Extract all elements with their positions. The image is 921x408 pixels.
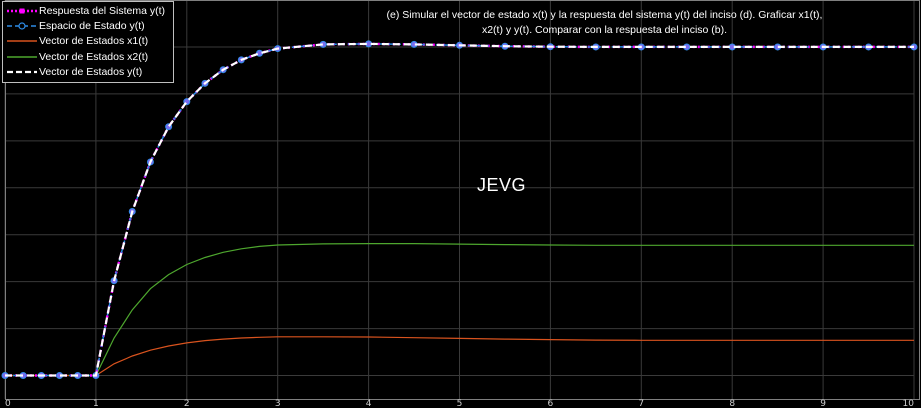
legend-swatch: [7, 40, 37, 43]
legend-swatch: [7, 22, 37, 30]
legend-item: Espacio de Estado y(t): [3, 18, 173, 33]
legend-label: Vector de Estados x2(t): [39, 50, 149, 63]
legend-label: Respuesta del Sistema y(t): [39, 4, 166, 17]
annotation-line-1: (e) Simular el vector de estado x(t) y l…: [386, 9, 823, 21]
series-4: [5, 42, 914, 377]
x-tick-label: 5: [457, 399, 463, 408]
legend-swatch: [7, 71, 37, 74]
legend: Respuesta del Sistema y(t) Espacio de Est…: [2, 1, 174, 83]
legend-label: Vector de Estados x1(t): [39, 35, 149, 48]
legend-item: Vector de Estados x2(t): [3, 49, 173, 64]
x-tick-label: 9: [820, 399, 826, 408]
x-tick-label: 3: [275, 399, 281, 408]
watermark-label: JEVG: [477, 175, 527, 195]
legend-item: Vector de Estados y(t): [3, 65, 173, 80]
x-tick-label: 10: [903, 399, 915, 408]
x-tick-label: 8: [729, 399, 735, 408]
legend-swatch: [7, 8, 37, 14]
series-line: [5, 42, 914, 377]
annotation-line-2: x2(t) y y(t). Comparar con la respuesta …: [481, 24, 728, 36]
x-tick-label: 4: [366, 399, 372, 408]
annotation-text: (e) Simular el vector de estado x(t) y l…: [352, 8, 857, 38]
x-tick-label: 2: [184, 399, 190, 408]
series-layer: [1, 40, 918, 380]
x-tick-labels: 0 1 2 3 4 5 6 7 8 9 10: [5, 399, 914, 408]
legend-swatch: [7, 56, 37, 58]
legend-item: Respuesta del Sistema y(t): [3, 3, 173, 18]
legend-label: Vector de Estados y(t): [39, 66, 143, 79]
legend-marker: [18, 22, 26, 30]
grid-layer: [4, 0, 915, 399]
x-tick-label: 1: [93, 399, 99, 408]
legend-label: Espacio de Estado y(t): [39, 20, 145, 33]
x-tick-label: 6: [548, 399, 554, 408]
legend-item: Vector de Estados x1(t): [3, 34, 173, 49]
x-tick-label: 0: [5, 399, 11, 408]
plot-frame: [5, 0, 920, 400]
legend-marker: [19, 8, 25, 14]
x-tick-label: 7: [638, 399, 644, 408]
